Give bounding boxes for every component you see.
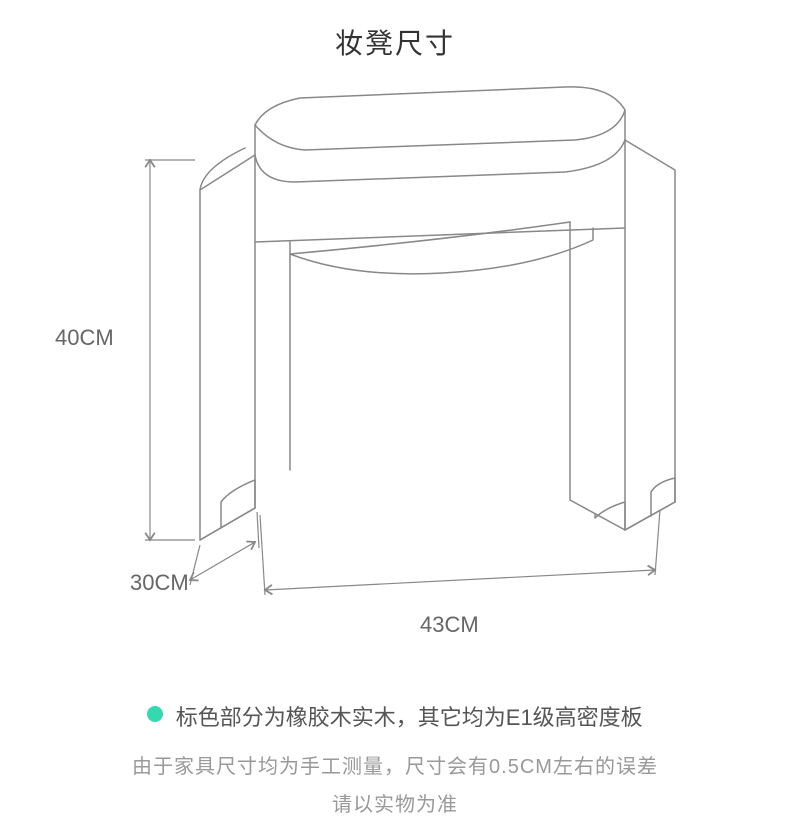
bullet-dot-icon [147,706,163,722]
footnote-line1: 由于家具尺寸均为手工测量，尺寸会有0.5CM左右的误差 [132,756,658,778]
material-note-text: 标色部分为橡胶木实木，其它均为E1级高密度板 [176,705,643,730]
measurement-footnote: 由于家具尺寸均为手工测量，尺寸会有0.5CM左右的误差 请以实物为准 [0,748,790,824]
stool-svg [95,70,695,630]
stool-lines [200,87,675,540]
material-note: 标色部分为橡胶木实木，其它均为E1级高密度板 [0,700,790,732]
page-title: 妆凳尺寸 [0,22,790,62]
dim-depth: 30CM [130,570,189,596]
stool-diagram [95,70,695,630]
dim-height: 40CM [55,325,114,351]
footnote-line2: 请以实物为准 [332,794,458,816]
dim-width: 43CM [420,612,479,638]
dimension-arrows [145,160,660,595]
